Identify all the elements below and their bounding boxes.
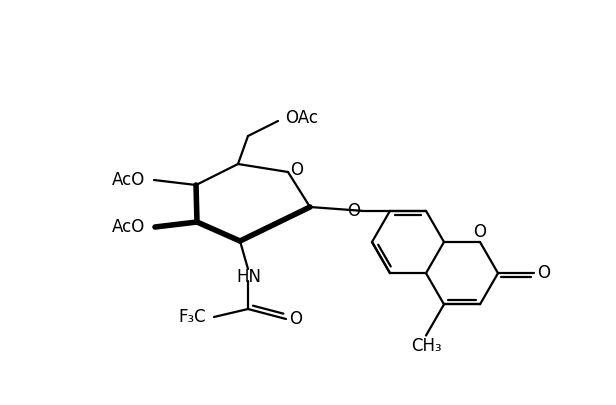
Text: O: O <box>291 161 304 179</box>
Text: O: O <box>474 223 487 241</box>
Text: HN: HN <box>237 268 262 286</box>
Text: AcO: AcO <box>112 218 145 236</box>
Text: CH₃: CH₃ <box>411 337 441 354</box>
Text: F₃C: F₃C <box>178 308 206 326</box>
Text: OAc: OAc <box>285 109 318 127</box>
Text: O: O <box>290 310 302 328</box>
Text: O: O <box>347 202 360 220</box>
Text: AcO: AcO <box>111 171 145 189</box>
Text: O: O <box>538 264 551 282</box>
